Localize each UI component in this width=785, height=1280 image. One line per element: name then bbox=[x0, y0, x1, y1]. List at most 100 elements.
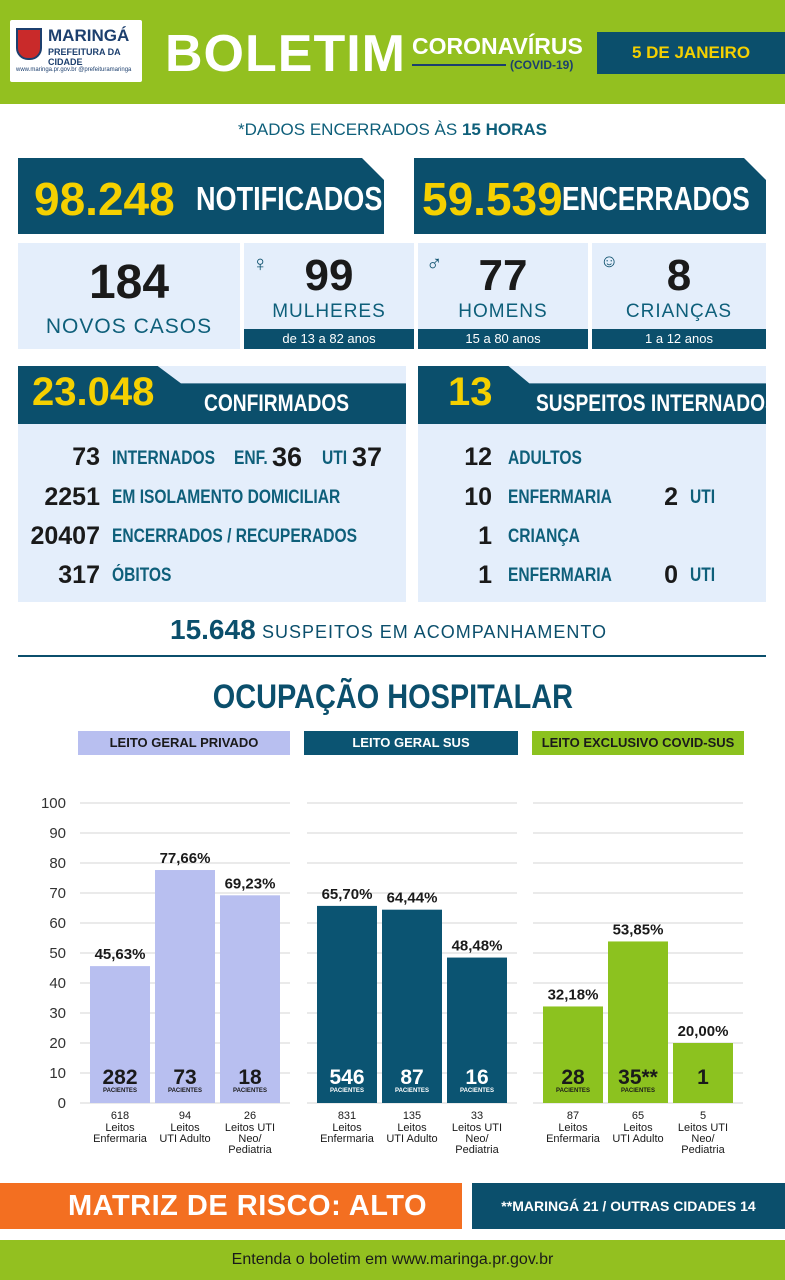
section-divider bbox=[18, 655, 766, 657]
corner-cut bbox=[362, 158, 384, 180]
bar-category-label: Leitos bbox=[170, 1122, 200, 1134]
bar-category-label: Enfermaria bbox=[546, 1133, 601, 1145]
notificados-bar: 98.248 NOTIFICADOS bbox=[18, 158, 384, 234]
bar-percent-label: 53,85% bbox=[613, 921, 664, 938]
men-age: 15 a 80 anos bbox=[418, 329, 588, 349]
new-cases-card: 184 NOVOS CASOS bbox=[18, 243, 240, 349]
new-cases-value: 184 bbox=[88, 256, 170, 309]
bar-patients-label: PACIENTES bbox=[460, 1088, 494, 1094]
subtitle-underline bbox=[412, 64, 506, 66]
bar-category-label: Pediatria bbox=[228, 1144, 272, 1156]
encerrados-value: 59.539 bbox=[422, 173, 563, 225]
bar-patients-value: 18 bbox=[238, 1066, 262, 1089]
bar-patients-value: 73 bbox=[173, 1066, 196, 1089]
bar-category-label: Leitos bbox=[332, 1122, 362, 1134]
date-text: 5 DE JANEIRO bbox=[631, 43, 751, 62]
page-title: BOLETIM bbox=[165, 25, 406, 83]
bar-beds-value: 26 bbox=[244, 1110, 256, 1122]
bar-patients-value: 1 bbox=[697, 1066, 709, 1089]
occupancy-chart: 010203040506070809010045,63%282PACIENTES… bbox=[41, 795, 743, 1156]
bar-patients-label: PACIENTES bbox=[330, 1088, 364, 1094]
header-banner: MARINGÁ PREFEITURA DA CIDADE www.maringa… bbox=[0, 0, 785, 104]
bar-patients-value: 546 bbox=[329, 1066, 364, 1089]
bar-category-label: Leitos UTI bbox=[452, 1122, 502, 1134]
crianca-label: CRIANÇA bbox=[508, 526, 580, 547]
subtitle-tag: (COVID-19) bbox=[510, 58, 574, 72]
group-head-privado: LEITO GERAL PRIVADO bbox=[78, 731, 290, 755]
y-tick-label: 10 bbox=[49, 1065, 66, 1082]
bar-category-label: Enfermaria bbox=[93, 1133, 148, 1145]
bar-category-label: UTI Adulto bbox=[386, 1133, 437, 1145]
enf-value: 36 bbox=[272, 442, 303, 472]
logo-url: www.maringa.pr.gov.br @prefeituramaringa bbox=[16, 67, 132, 73]
bar-category-label: Pediatria bbox=[455, 1144, 499, 1156]
bar-patients-label: PACIENTES bbox=[556, 1088, 590, 1094]
maringa-logo[interactable]: MARINGÁ PREFEITURA DA CIDADE www.maringa… bbox=[10, 20, 142, 82]
women-age: de 13 a 82 anos bbox=[244, 329, 414, 349]
child-uti-label: UTI bbox=[690, 565, 716, 586]
bar-patients-label: PACIENTES bbox=[103, 1088, 137, 1094]
bar bbox=[543, 1006, 603, 1103]
obitos-value: 317 bbox=[58, 561, 100, 589]
child-enf-value: 1 bbox=[478, 561, 492, 589]
bar-category-label: Neo/ bbox=[691, 1133, 715, 1145]
group-head-sus: LEITO GERAL SUS bbox=[304, 731, 518, 755]
origin-text: **MARINGÁ 21 / OUTRAS CIDADES 14 bbox=[501, 1198, 756, 1214]
city-crest-icon bbox=[16, 28, 42, 60]
spacer bbox=[18, 158, 384, 166]
bar-category-label: Neo/ bbox=[238, 1133, 262, 1145]
adult-enf-value: 10 bbox=[464, 483, 492, 511]
women-card: ♀ 99 MULHERES de 13 a 82 anos bbox=[244, 243, 414, 349]
bar-percent-label: 20,00% bbox=[678, 1023, 729, 1040]
y-tick-label: 80 bbox=[49, 855, 66, 872]
recuperados-label: ENCERRADOS / RECUPERADOS bbox=[112, 526, 357, 547]
bar-percent-label: 48,48% bbox=[452, 938, 503, 955]
bar-category-label: Pediatria bbox=[681, 1144, 725, 1156]
acompanhamento-label: SUSPEITOS EM ACOMPANHAMENTO bbox=[262, 622, 608, 642]
footer-site-link[interactable]: Entenda o boletim em www.maringa.pr.gov.… bbox=[231, 1251, 554, 1268]
ocupacao-title: OCUPAÇÃO HOSPITALAR bbox=[0, 678, 785, 717]
bar-category-label: Neo/ bbox=[465, 1133, 489, 1145]
bar-category-label: Leitos UTI bbox=[678, 1122, 728, 1134]
bar-beds-value: 618 bbox=[111, 1110, 129, 1122]
bar-category-label: Leitos bbox=[105, 1122, 135, 1134]
corner-cut bbox=[744, 158, 766, 180]
woman-icon: ♀ bbox=[252, 251, 269, 276]
isolamento-label: EM ISOLAMENTO DOMICILIAR bbox=[112, 487, 341, 508]
ocupacao-title-text: OCUPAÇÃO HOSPITALAR bbox=[212, 678, 573, 716]
notificados-value: 98.248 bbox=[34, 173, 175, 225]
children-card: ☺ 8 CRIANÇAS 1 a 12 anos bbox=[592, 243, 766, 349]
group-head-covid: LEITO EXCLUSIVO COVID-SUS bbox=[532, 731, 744, 755]
obitos-label: ÓBITOS bbox=[112, 565, 172, 586]
enf-label: ENF. bbox=[234, 448, 268, 469]
bar-beds-value: 33 bbox=[471, 1110, 483, 1122]
bar-beds-value: 5 bbox=[700, 1110, 706, 1122]
footer-bar: Entenda o boletim em www.maringa.pr.gov.… bbox=[0, 1240, 785, 1280]
acompanhamento-value: 15.648 bbox=[170, 614, 256, 645]
bar-beds-value: 135 bbox=[403, 1110, 421, 1122]
men-value: 77 bbox=[478, 251, 528, 300]
men-card: ♂ 77 HOMENS 15 a 80 anos bbox=[418, 243, 588, 349]
notificados-label: NOTIFICADOS bbox=[196, 180, 383, 217]
bar bbox=[155, 870, 215, 1103]
logo-subtitle: PREFEITURA DA CIDADE bbox=[48, 47, 121, 67]
y-tick-label: 40 bbox=[49, 975, 66, 992]
bar-category-label: UTI Adulto bbox=[159, 1133, 210, 1145]
child-enf-label: ENFERMARIA bbox=[508, 565, 612, 586]
uti-label: UTI bbox=[322, 448, 348, 469]
bar-percent-label: 45,63% bbox=[95, 946, 146, 963]
bar-percent-label: 64,44% bbox=[387, 890, 438, 907]
bar-patients-value: 87 bbox=[400, 1066, 423, 1089]
suspects-value: 13 bbox=[448, 370, 493, 414]
y-tick-label: 30 bbox=[49, 1005, 66, 1022]
y-tick-label: 70 bbox=[49, 885, 66, 902]
bar-beds-value: 94 bbox=[179, 1110, 191, 1122]
internados-value: 73 bbox=[72, 443, 100, 471]
bar-patients-value: 35** bbox=[618, 1066, 659, 1089]
bar-percent-label: 65,70% bbox=[322, 886, 373, 903]
bar-beds-value: 65 bbox=[632, 1110, 644, 1122]
page-subtitle: CORONAVÍRUS bbox=[412, 33, 583, 59]
bar bbox=[673, 1043, 733, 1103]
confirmed-label: CONFIRMADOS bbox=[204, 390, 350, 417]
internados-label: INTERNADOS bbox=[112, 448, 216, 469]
